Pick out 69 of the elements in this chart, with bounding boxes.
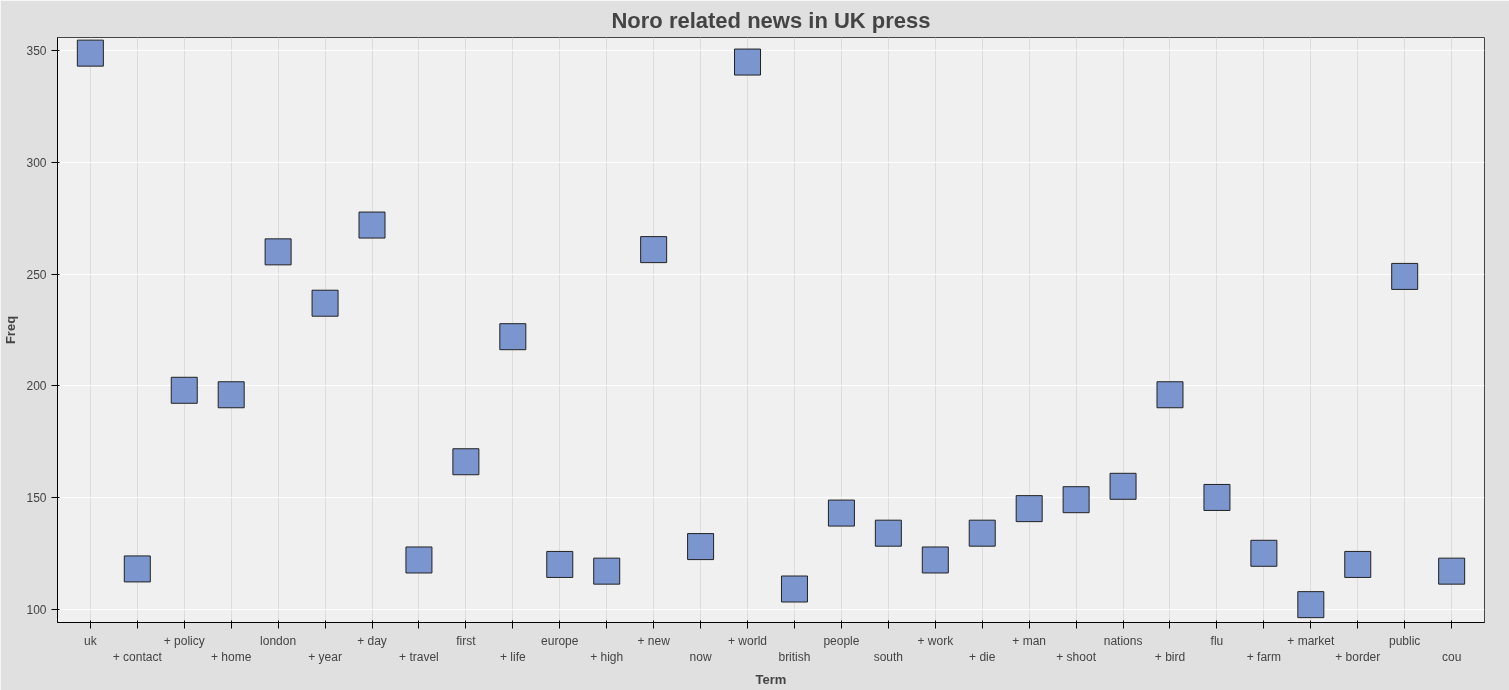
x-tick-label: + market [1287,633,1335,648]
x-tick-label: south [873,650,904,665]
x-tick-label: london [260,633,297,648]
y-tick-label: 200 [26,379,47,394]
x-tick-label: people [823,633,860,648]
point [1015,495,1043,523]
x-tick-label: nations [1103,633,1143,648]
point [734,48,762,76]
x-tick-label: + border [1335,650,1381,665]
point [827,499,855,527]
point [874,519,902,547]
point [968,519,996,547]
x-tick-label: + high [590,650,624,665]
y-tick-label: 350 [26,44,47,59]
point [1203,483,1231,511]
x-tick-label: flu [1210,633,1224,648]
x-tick-label: + world [728,633,768,648]
x-tick-label: + travel [399,650,439,665]
x-tick-label: + policy [163,633,205,648]
x-tick-label: + work [917,633,955,648]
point [1297,591,1325,619]
x-tick-label: + man [1012,633,1047,648]
x-tick-label: first [456,633,477,648]
x-tick-label: + shoot [1056,650,1097,665]
x-tick-label: uk [84,633,98,648]
x-tick-label: + year [308,650,342,665]
y-tick-label: 300 [26,156,47,171]
chart-title: Noro related news in UK press [611,7,931,33]
x-tick-label: cou [1441,650,1462,665]
point [1391,262,1419,290]
x-tick-label: + contact [112,650,163,665]
y-tick-label: 100 [26,602,47,617]
y-axis-title: Freq [3,315,19,345]
point [358,211,386,239]
point [1344,550,1372,578]
x-axis-title: Term [755,672,787,688]
x-tick-label: + farm [1246,650,1282,665]
point [640,236,668,264]
x-tick-label: + home [211,650,252,665]
x-tick-label: + die [969,650,996,665]
x-tick-label: british [778,650,811,665]
x-tick-label: now [689,650,712,665]
point [593,557,621,585]
point [76,39,104,67]
point [123,555,151,583]
y-tick-label: 250 [26,267,47,282]
point [217,381,245,409]
x-tick-label: + day [357,633,387,648]
x-tick-label: public [1389,633,1421,648]
point [264,238,292,266]
y-tick-label: 150 [26,490,47,505]
x-tick-label: + life [499,650,526,665]
point [170,376,198,404]
point [1438,557,1466,585]
x-tick-label: europe [541,633,579,648]
x-tick-label: + new [637,633,671,648]
point [311,289,339,317]
point [1062,486,1090,514]
x-tick-label: + bird [1154,650,1186,665]
point [1109,472,1137,500]
point [921,546,949,574]
point [1250,539,1278,567]
point [780,575,808,603]
point [687,533,715,561]
point [452,448,480,476]
point [499,323,527,351]
point [1156,381,1184,409]
point [405,546,433,574]
point [546,550,574,578]
